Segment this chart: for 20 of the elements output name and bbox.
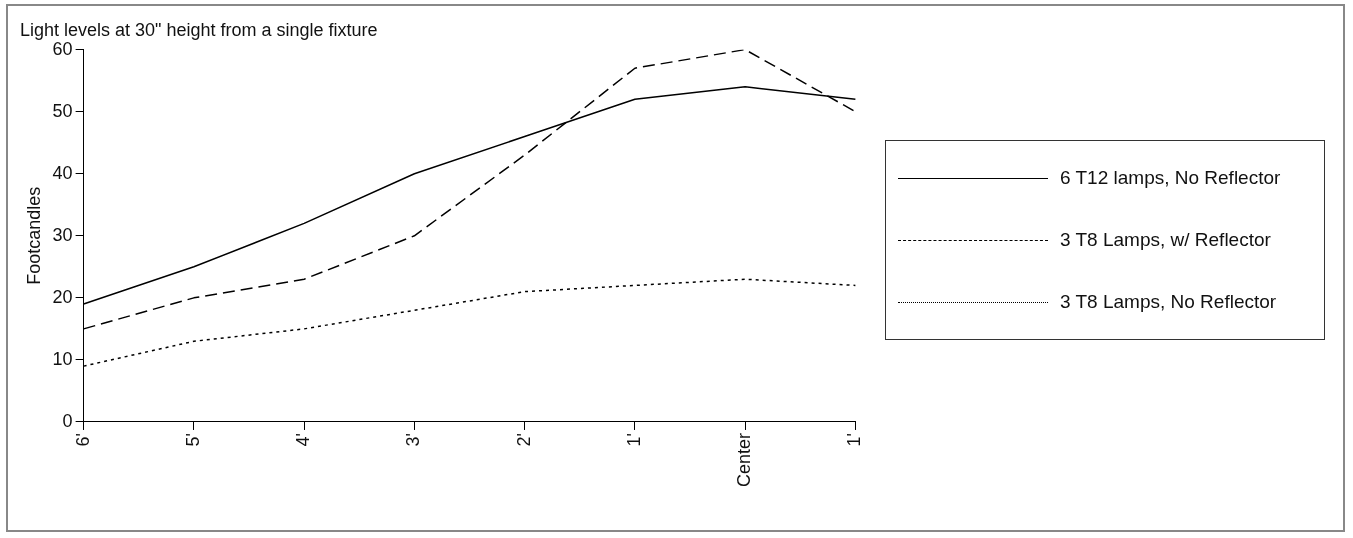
x-tick-label: 1'	[844, 432, 865, 447]
x-tick-label: 1'	[623, 432, 644, 447]
x-tick-label: Center	[734, 432, 755, 487]
text: 3 T8 Lamps, No Reflector	[1060, 291, 1277, 313]
y-tick-label: 10	[52, 348, 73, 369]
y-tick-label: 50	[52, 100, 73, 121]
x-tick-label: 6'	[72, 432, 93, 447]
chart-title: Light levels at 30" height from a single fixture	[20, 19, 378, 40]
x-tick-label: 5'	[182, 432, 203, 447]
text: 6 T12 lamps, No Reflector	[1060, 167, 1281, 189]
y-tick-label: 30	[52, 224, 73, 245]
y-tick-label: 0	[62, 410, 73, 431]
y-axis-title: Footcandles	[23, 186, 44, 285]
y-tick-label: 20	[52, 286, 73, 307]
y-tick-label: 40	[52, 162, 73, 183]
y-tick-label: 60	[52, 38, 73, 59]
x-tick-label: 2'	[513, 432, 534, 447]
x-tick-label: 4'	[293, 432, 314, 447]
text: 3 T8 Lamps, w/ Reflector	[1060, 229, 1271, 251]
x-tick-label: 3'	[403, 432, 424, 447]
